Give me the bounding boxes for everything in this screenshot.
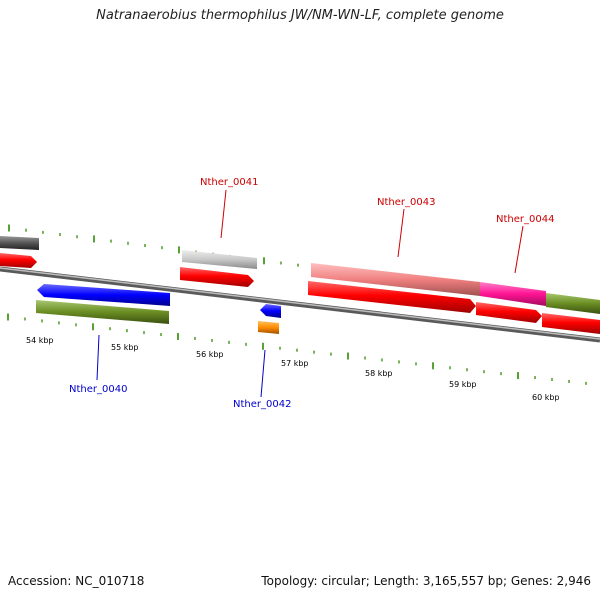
scale-label-58: 58 kbp [365,369,393,378]
feature-magenta-0044 [480,282,546,306]
feature-cds-left [0,253,37,268]
feature-cds-0041 [180,267,254,287]
feature-olive-0040 [36,300,169,324]
scale-label-59: 59 kbp [449,380,477,389]
leader-line-0044 [514,225,524,274]
map-title: Natranaerobius thermophilus JW/NM-WN-LF,… [96,8,504,23]
feature-blue-0040 [37,284,170,306]
genome-backbone [0,266,600,343]
gene-label-nther-0040: Nther_0040 [69,384,127,395]
leader-line-0040 [96,334,100,381]
scale-label-55: 55 kbp [111,343,139,352]
leader-line-0042 [260,349,266,398]
scale-label-56: 56 kbp [196,350,224,359]
scale-label-60: 60 kbp [532,393,560,402]
leader-line-0043 [397,208,405,258]
feature-olive-right [546,293,600,314]
feature-cds-0044 [476,302,542,323]
feature-pink-0043 [311,263,480,296]
accession-text: Accession: NC_010718 [8,574,145,588]
feature-blue-0042 [260,304,281,318]
gene-label-nther-0042: Nther_0042 [233,399,291,410]
gene-label-nther-0043: Nther_0043 [377,197,435,208]
gene-label-nther-0041: Nther_0041 [200,177,258,188]
feature-gray-left [0,236,39,250]
feature-cds-0043 [308,281,476,313]
leader-line-0041 [220,189,227,239]
genome-backbone-highlight [0,267,600,340]
gene-label-nther-0044: Nther_0044 [496,214,554,225]
scale-label-54: 54 kbp [26,336,54,345]
feature-orange-0042 [258,321,279,334]
feature-gray-0041 [182,250,257,269]
genome-summary-text: Topology: circular; Length: 3,165,557 bp… [261,574,591,588]
scale-label-57: 57 kbp [281,359,309,368]
feature-cds-right [542,313,600,334]
